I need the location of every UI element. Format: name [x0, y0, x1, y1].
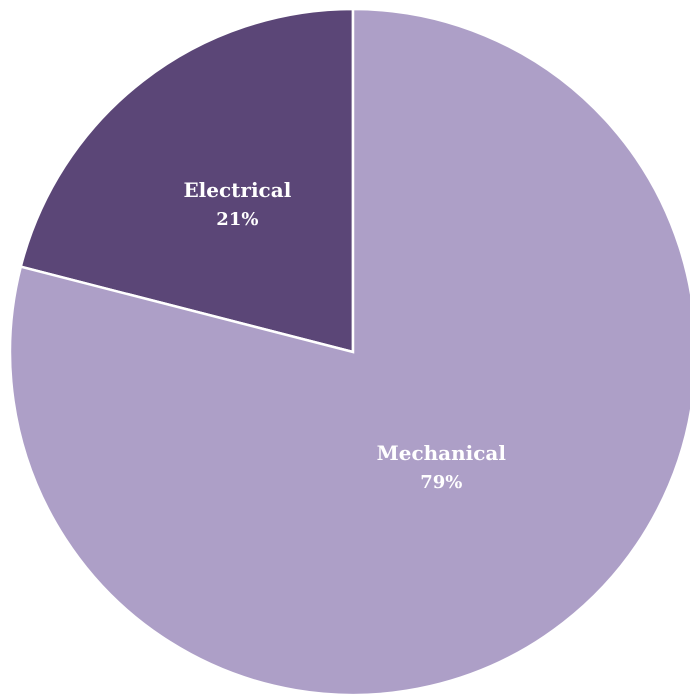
data-label-mechanical: Mechanical 79%: [377, 441, 507, 493]
slice-name-label: Electrical: [183, 178, 291, 202]
pie-slice-mechanical: [8, 7, 690, 697]
slice-name-label: Mechanical: [377, 441, 507, 465]
slice-value-label: 21%: [216, 209, 258, 230]
slice-value-label: 79%: [420, 472, 462, 493]
pie-labels: Electrical 21% Mechanical 79%: [183, 178, 506, 493]
data-label-electrical: Electrical 21%: [183, 178, 291, 230]
pie-slice-electrical: [19, 7, 355, 354]
pie-slices: [8, 7, 690, 697]
